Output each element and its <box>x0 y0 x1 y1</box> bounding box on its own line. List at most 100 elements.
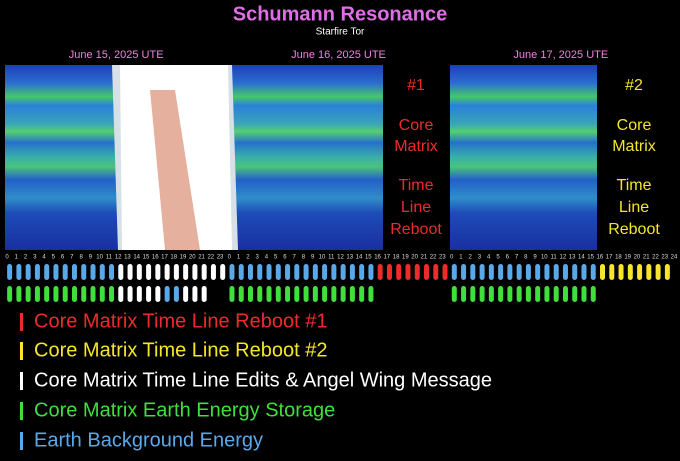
annotation-text: Core <box>399 117 434 134</box>
hour-marker <box>581 264 587 280</box>
hour-label: 20 <box>189 255 196 261</box>
hour-marker <box>442 264 448 280</box>
hour-marker <box>247 264 253 280</box>
hour-marker <box>461 264 467 280</box>
day-label: June 15, 2025 UTE <box>69 49 164 61</box>
hour-label: 21 <box>643 255 650 261</box>
hour-marker <box>118 264 124 280</box>
legend-swatch <box>20 372 23 390</box>
hour-marker <box>285 286 291 302</box>
hour-label: 1 <box>15 255 19 261</box>
hour-label: 24 <box>671 255 678 261</box>
hour-label: 18 <box>393 255 400 261</box>
hour-label: 2 <box>24 255 28 261</box>
hour-marker <box>275 286 281 302</box>
hour-marker <box>303 264 309 280</box>
hour-marker <box>433 264 439 280</box>
hour-label: 13 <box>346 255 353 261</box>
hour-label: 18 <box>170 255 177 261</box>
hour-marker <box>99 264 105 280</box>
hour-marker <box>81 286 87 302</box>
hour-label: 16 <box>152 255 159 261</box>
hour-marker <box>183 286 189 302</box>
hour-label: 21 <box>421 255 428 261</box>
hour-label: 3 <box>33 255 37 261</box>
hour-label: 14 <box>133 255 140 261</box>
title: Schumann Resonance <box>233 3 448 25</box>
hour-marker <box>62 264 68 280</box>
hour-label: 3 <box>478 255 482 261</box>
hour-marker <box>127 264 133 280</box>
hour-marker <box>16 286 22 302</box>
legend-swatch <box>20 432 23 450</box>
hour-marker <box>553 264 559 280</box>
annotation-panel <box>383 65 450 250</box>
hour-label: 20 <box>411 255 418 261</box>
legend-swatch <box>20 342 23 360</box>
annotation-text: Reboot <box>390 221 442 238</box>
spectrogram-disturbance <box>120 65 232 250</box>
hour-marker <box>461 286 467 302</box>
hour-label: 4 <box>42 255 46 261</box>
hour-marker <box>312 264 318 280</box>
hour-marker <box>44 286 50 302</box>
hour-label: 6 <box>61 255 65 261</box>
hour-marker <box>90 286 96 302</box>
annotation-text: Time <box>399 177 434 194</box>
hour-label: 11 <box>328 255 335 261</box>
hour-marker <box>127 286 133 302</box>
hour-marker <box>71 286 77 302</box>
hour-marker <box>146 286 152 302</box>
hour-marker <box>7 286 13 302</box>
hour-marker <box>247 286 253 302</box>
hour-marker <box>294 286 300 302</box>
hour-label: 12 <box>337 255 344 261</box>
hour-marker <box>146 264 152 280</box>
hour-marker <box>266 286 272 302</box>
hour-marker <box>553 286 559 302</box>
hour-marker <box>238 286 244 302</box>
hour-marker <box>488 264 494 280</box>
hour-label: 4 <box>265 255 269 261</box>
legend-text: Core Matrix Time Line Edits & Angel Wing… <box>34 369 492 391</box>
hour-label: 2 <box>469 255 473 261</box>
hour-marker <box>257 286 263 302</box>
annotation-panel <box>597 65 672 250</box>
hour-marker <box>266 264 272 280</box>
hour-label: 10 <box>319 255 326 261</box>
hour-label: 14 <box>356 255 363 261</box>
hour-marker <box>34 264 40 280</box>
hour-label: 23 <box>661 255 668 261</box>
hour-marker <box>590 264 596 280</box>
hour-marker <box>164 264 170 280</box>
hour-marker <box>618 264 624 280</box>
hour-marker <box>62 286 68 302</box>
hour-label: 19 <box>624 255 631 261</box>
hour-marker <box>525 264 531 280</box>
hour-label: 5 <box>496 255 500 261</box>
hour-label: 20 <box>634 255 641 261</box>
hour-marker <box>25 286 31 302</box>
hour-label: 22 <box>652 255 659 261</box>
hour-label: 21 <box>198 255 205 261</box>
hour-label: 18 <box>615 255 622 261</box>
hour-marker <box>590 286 596 302</box>
hour-marker <box>53 286 59 302</box>
hour-marker <box>498 264 504 280</box>
hour-label: 1 <box>237 255 241 261</box>
hour-marker <box>44 264 50 280</box>
hour-marker <box>90 264 96 280</box>
hour-marker <box>368 264 374 280</box>
hour-marker <box>118 286 124 302</box>
hour-label: 15 <box>143 255 150 261</box>
hour-marker <box>488 286 494 302</box>
hour-label: 8 <box>79 255 83 261</box>
hour-label: 7 <box>515 255 519 261</box>
hour-label: 5 <box>52 255 56 261</box>
hour-marker <box>136 264 142 280</box>
legend-swatch <box>20 313 23 331</box>
hour-label: 13 <box>569 255 576 261</box>
hour-label: 19 <box>402 255 409 261</box>
hour-marker <box>544 286 550 302</box>
hour-label: 12 <box>115 255 122 261</box>
